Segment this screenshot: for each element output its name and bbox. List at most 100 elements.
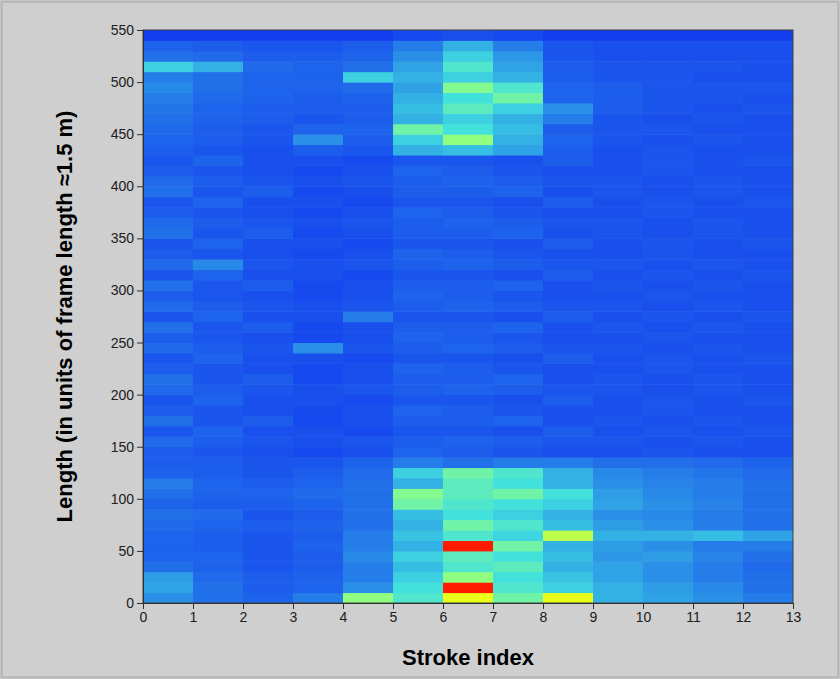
cell	[143, 447, 194, 458]
cell	[593, 395, 644, 406]
cell	[343, 436, 394, 447]
cell	[143, 103, 194, 114]
cell	[243, 593, 294, 603]
cell	[543, 343, 594, 354]
tick-label: 550	[111, 22, 135, 38]
cell	[193, 488, 244, 499]
cell	[443, 395, 494, 406]
cell	[143, 301, 194, 312]
cell	[693, 238, 744, 249]
cell	[443, 457, 494, 468]
cell	[493, 478, 544, 489]
cell	[543, 259, 594, 270]
cell	[293, 207, 344, 218]
cell	[143, 593, 194, 603]
cell	[743, 551, 793, 562]
cell	[343, 72, 394, 83]
cell	[393, 332, 444, 343]
cell	[143, 51, 194, 62]
tick: 8	[540, 603, 548, 625]
cell	[543, 415, 594, 426]
cell	[343, 176, 394, 187]
tick: 400	[111, 178, 143, 194]
cell	[143, 551, 194, 562]
cell	[243, 228, 294, 239]
cell	[243, 447, 294, 458]
cell	[593, 207, 644, 218]
cell	[543, 103, 594, 114]
cell	[143, 186, 194, 197]
cell	[393, 30, 444, 41]
cell	[743, 561, 793, 572]
cell	[593, 176, 644, 187]
cell	[593, 259, 644, 270]
cell	[593, 499, 644, 510]
cell	[393, 363, 444, 374]
cell	[543, 561, 594, 572]
tick: 100	[111, 491, 143, 507]
cell	[443, 447, 494, 458]
cell	[293, 582, 344, 593]
cell	[143, 405, 194, 416]
cell	[543, 520, 594, 531]
cell	[243, 363, 294, 374]
cell	[193, 176, 244, 187]
cell	[643, 478, 694, 489]
cell	[643, 436, 694, 447]
cell	[443, 238, 494, 249]
cell	[543, 280, 594, 291]
cell	[243, 238, 294, 249]
cell	[343, 290, 394, 301]
cell	[693, 488, 744, 499]
tick-label: 6	[440, 609, 448, 625]
axis-line	[143, 31, 144, 604]
cell	[443, 426, 494, 437]
cell	[343, 145, 394, 156]
cell	[243, 572, 294, 583]
cell	[293, 72, 344, 83]
cell	[343, 457, 394, 468]
tick-mark	[137, 603, 143, 604]
cell	[293, 238, 344, 249]
cell	[693, 197, 744, 208]
cell	[143, 197, 194, 208]
cell	[493, 540, 544, 551]
cell	[693, 530, 744, 541]
cell	[393, 218, 444, 229]
cell	[143, 343, 194, 354]
cell	[243, 353, 294, 364]
cell	[643, 176, 694, 187]
cell	[443, 165, 494, 176]
cell	[293, 165, 344, 176]
cell	[443, 436, 494, 447]
cell	[243, 155, 294, 166]
cell	[393, 249, 444, 260]
tick-label: 2	[240, 609, 248, 625]
cell	[493, 93, 544, 104]
cell	[393, 145, 444, 156]
cell	[193, 40, 244, 51]
cell	[543, 290, 594, 301]
cell	[543, 478, 594, 489]
cell	[493, 124, 544, 135]
cell	[643, 363, 694, 374]
cell	[743, 322, 793, 333]
cell	[493, 363, 544, 374]
cell	[243, 405, 294, 416]
cell	[543, 270, 594, 281]
cell	[443, 363, 494, 374]
cell	[443, 61, 494, 72]
cell	[693, 415, 744, 426]
cell	[543, 301, 594, 312]
cell	[543, 61, 594, 72]
cell	[593, 593, 644, 603]
cell	[543, 197, 594, 208]
cell	[543, 499, 594, 510]
cell	[393, 51, 444, 62]
cell	[643, 384, 694, 395]
tick: 550	[111, 22, 143, 38]
cell	[193, 165, 244, 176]
cell	[443, 249, 494, 260]
cell	[593, 551, 644, 562]
cell	[693, 520, 744, 531]
